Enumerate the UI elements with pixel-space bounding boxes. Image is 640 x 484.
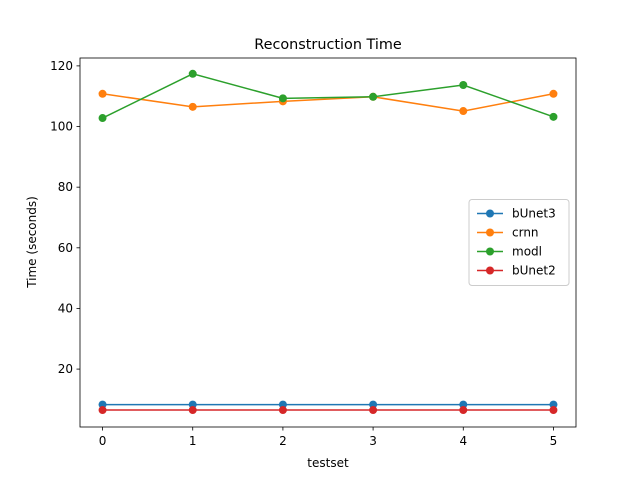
point	[369, 406, 378, 415]
plot-frame	[79, 57, 577, 428]
point	[188, 102, 197, 111]
point	[549, 89, 558, 98]
point	[188, 69, 197, 78]
x-axis-label: testset	[307, 456, 349, 470]
y-tick-label: 80	[58, 180, 73, 194]
chart-title: Reconstruction Time	[254, 37, 402, 53]
series-line	[102, 72, 554, 119]
legend-label: bUnet2	[512, 264, 556, 278]
point	[278, 406, 287, 415]
y-tick-label: 40	[58, 301, 73, 315]
legend-marker	[486, 266, 494, 275]
point	[98, 406, 107, 415]
legend-marker	[486, 209, 494, 218]
legend-label: crnn	[512, 226, 539, 240]
legend-marker	[486, 247, 494, 256]
x-tick-label: 0	[99, 434, 107, 448]
point	[98, 89, 107, 98]
point	[549, 112, 558, 121]
y-tick-label: 100	[50, 120, 73, 134]
x-tick-label: 5	[550, 434, 558, 448]
point	[459, 107, 468, 116]
point	[369, 92, 378, 101]
point	[459, 80, 468, 89]
point	[188, 406, 197, 415]
legend-label: bUnet3	[512, 207, 556, 221]
x-tick-label: 2	[279, 434, 287, 448]
point	[278, 94, 287, 103]
legend-label: modl	[512, 245, 542, 259]
legend-box	[468, 199, 570, 286]
x-tick-label: 1	[189, 434, 197, 448]
point	[98, 114, 107, 123]
y-tick-label: 120	[50, 59, 73, 73]
y-tick-label: 60	[58, 241, 73, 255]
x-tick-label: 3	[369, 434, 377, 448]
point	[549, 406, 558, 415]
y-axis-label: Time (seconds)	[25, 196, 39, 289]
series-line	[102, 93, 554, 112]
legend-marker	[486, 228, 494, 237]
y-tick-label: 20	[58, 362, 73, 376]
point	[459, 406, 468, 415]
x-tick-label: 4	[459, 434, 467, 448]
